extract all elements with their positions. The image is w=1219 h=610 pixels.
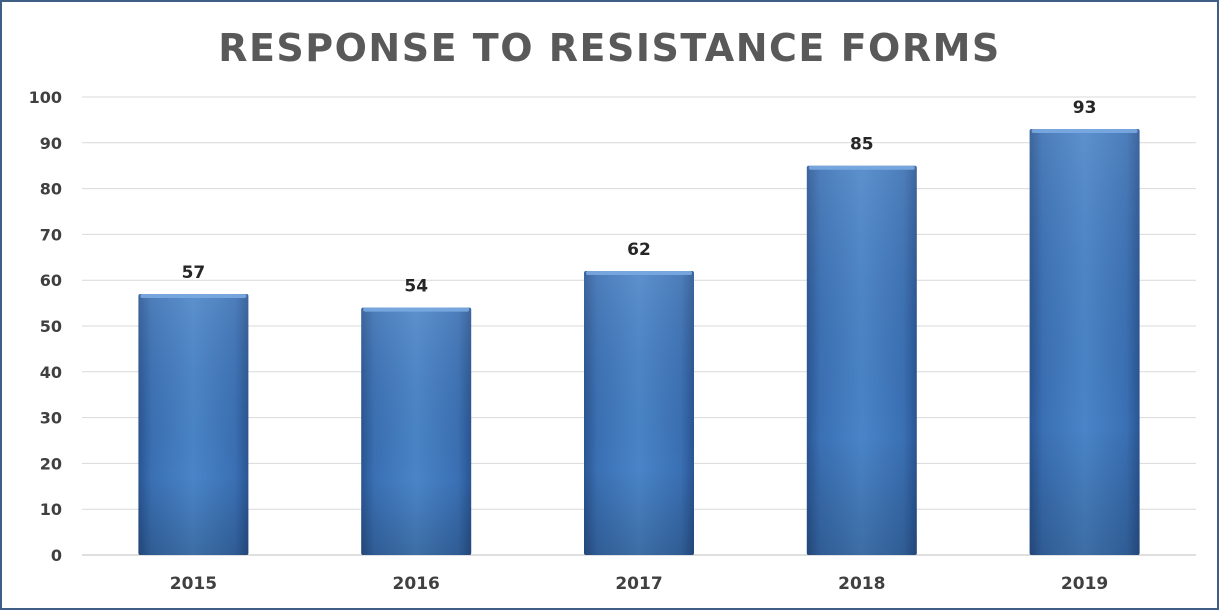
bar-group xyxy=(806,165,917,555)
x-tick-label: 2017 xyxy=(615,574,662,594)
y-tick-label: 90 xyxy=(40,134,62,153)
y-tick-label: 0 xyxy=(51,546,62,565)
bar-shade xyxy=(138,293,249,555)
bar-group xyxy=(361,307,472,555)
data-label: 85 xyxy=(850,135,874,155)
data-label: 93 xyxy=(1073,98,1097,118)
y-tick-label: 10 xyxy=(40,500,62,519)
y-tick-label: 30 xyxy=(40,409,62,428)
x-axis-ticks: 2015 2016 2017 2018 2019 xyxy=(170,574,1109,594)
bar-top-highlight xyxy=(586,271,692,276)
bar-top-highlight xyxy=(363,307,470,312)
y-tick-label: 70 xyxy=(40,225,62,244)
bars: 57 54 62 85 93 xyxy=(138,98,1140,555)
x-tick-label: 2016 xyxy=(393,574,440,594)
y-tick-label: 80 xyxy=(40,180,62,199)
data-label: 62 xyxy=(627,240,651,260)
data-label: 57 xyxy=(182,263,206,283)
bar-shade xyxy=(361,307,472,555)
y-axis-ticks: 0 10 20 30 40 50 60 70 80 90 100 xyxy=(29,88,62,565)
bar-group xyxy=(584,271,694,555)
y-tick-label: 100 xyxy=(29,88,62,107)
bar-shade xyxy=(806,165,917,555)
chart-title: RESPONSE TO RESISTANCE FORMS xyxy=(218,26,1001,70)
y-tick-label: 60 xyxy=(40,271,62,290)
bar-top-highlight xyxy=(1031,129,1138,134)
x-tick-label: 2019 xyxy=(1061,574,1108,594)
y-tick-label: 20 xyxy=(40,454,62,473)
data-label: 54 xyxy=(404,277,428,297)
bar-top-highlight xyxy=(808,165,915,170)
bar-shade xyxy=(1029,129,1140,555)
bar-top-highlight xyxy=(140,293,247,298)
bar-group xyxy=(1029,129,1140,555)
y-tick-label: 50 xyxy=(40,317,62,336)
bar-shade xyxy=(584,271,694,555)
y-tick-label: 40 xyxy=(40,363,62,382)
x-tick-label: 2018 xyxy=(838,574,885,594)
bar-group xyxy=(138,293,249,555)
x-tick-label: 2015 xyxy=(170,574,217,594)
